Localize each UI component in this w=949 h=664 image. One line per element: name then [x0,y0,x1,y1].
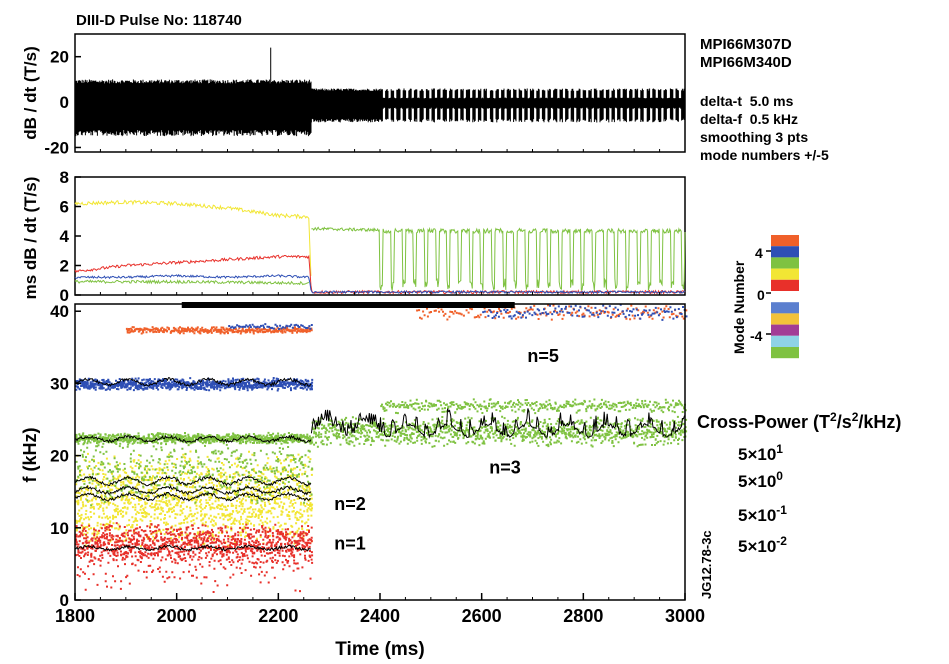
cross-power-title: Cross-Power (T2/s2/kHz) [697,410,901,432]
cross-power-level-2: 5×100 [738,469,783,491]
amplitude-y-label: ms dB / dt (T/s) [21,177,40,300]
spectrogram-n3-chirps [380,398,687,415]
spectrogram-x-tick-label: 2400 [360,606,400,626]
colorbar-swatch [771,324,799,336]
pulse-number-label: DIII-D Pulse No: 118740 [76,12,242,29]
colorbar-swatch [771,257,799,269]
mode-label-n3: n=3 [489,458,521,478]
mode-number-colorbar: Mode Number 4 0 -4 [731,235,799,359]
amplitude-series-green-low [74,279,310,286]
spectrogram-y-label: f (kHz) [20,428,40,483]
spectrogram-x-tick-label: 2800 [563,606,603,626]
signal-trace-group [74,47,686,137]
cross-power-level-4: 5×10-2 [738,534,787,556]
spectrogram-x-tick-label: 3000 [665,606,705,626]
spectrogram-n3-scatter [75,434,314,507]
mode-label-n1: n=1 [334,533,366,553]
figure-id-label: JG12.78-3c [699,530,714,599]
cross-power-level-1: 5×101 [738,442,783,464]
colorbar-swatch [771,246,799,258]
spectrogram-n2-ridge-a [74,484,312,496]
probe-2-label: MPI66M340D [700,54,792,71]
signal-y-tick-label: -20 [44,138,69,157]
colorbar-swatch [771,279,799,291]
spectrogram-n3-ridge [74,434,312,444]
signal-trace-segment-2 [310,88,380,123]
spectrogram-x-tick-label: 2200 [258,606,298,626]
spectrogram-x-tick-label: 1800 [55,606,95,626]
amplitude-panel: 0 2 4 6 8 ms dB / dt (T/s) [21,168,686,305]
cross-power-level-3: 5×10-1 [738,503,787,525]
colorbar-title: Mode Number [731,260,747,354]
spectrogram-n1-cloud [75,523,314,565]
param-delta-t: delta-t 5.0 ms [700,93,794,109]
colorbar-swatch [771,313,799,325]
colorbar-swatch [771,347,799,359]
amplitude-y-tick-label: 6 [60,198,69,217]
spectrogram-y-tick-label: 0 [60,591,69,610]
amplitude-y-tick-label: 0 [60,286,69,305]
amplitude-y-axis: 0 2 4 6 8 [60,168,81,305]
spectrogram-y-tick-label: 30 [50,374,69,393]
amplitude-y-tick-label: 2 [60,257,69,276]
param-smoothing: smoothing 3 pts [700,129,808,145]
colorbar-swatch [771,302,799,314]
spectrogram-n3-band [75,431,314,445]
spectrogram-n4-ridge [74,376,312,388]
spectrogram-y-tick-label: 10 [50,519,69,538]
colorbar-tick-minus4: -4 [750,328,763,344]
spectrogram-n1-scatter [75,522,313,593]
spectrogram-n2-ridge-c [74,475,312,487]
spectrogram-panel-frame [74,303,686,601]
signal-panel: 20 0 -20 dB / dt (T/s) [21,33,686,157]
spectrogram-n2-cloud [75,450,314,551]
mode-label-n2: n=2 [334,494,366,514]
colorbar-swatch [771,268,799,280]
signal-y-axis: 20 0 -20 [44,48,81,157]
amplitude-series-yellow [74,199,312,276]
signal-trace-segment-3 [379,88,686,123]
spectrogram-x-tick-label: 2600 [462,606,502,626]
amplitude-y-tick-label: 8 [60,168,69,187]
colorbar-tick-0: 0 [757,287,765,303]
amplitude-trace-group [74,199,686,295]
probe-1-label: MPI66M307D [700,36,792,53]
spectrogram-n3-post-ridge [310,408,685,439]
spectrogram-n2-ridge-b [74,491,312,502]
mode-label-n5: n=5 [527,346,559,366]
spectrogram-n1-ridge [74,544,311,552]
colorbar-swatch [771,291,799,303]
spectrogram-x-label: Time (ms) [335,639,424,660]
signal-y-label: dB / dt (T/s) [21,46,40,139]
signal-trace-segment-1 [74,79,312,137]
spectrogram-y-tick-label: 20 [50,447,69,466]
amplitude-y-tick-label: 4 [60,227,70,246]
reference-time-bar [181,302,515,308]
spectrogram-points-group: n=1 n=2 n=3 n=5 [74,303,688,593]
cross-power-legend: Cross-Power (T2/s2/kHz) 5×101 5×100 5×10… [697,410,901,556]
colorbar-swatch [771,235,799,247]
signal-y-tick-label: 0 [60,93,69,112]
signal-y-tick-label: 20 [50,48,69,67]
spectrogram-y-tick-label: 40 [50,302,69,321]
spectrogram-n4-post-scatter [482,303,688,321]
spectrogram-x-tick-label: 2000 [157,606,197,626]
param-mode-numbers: mode numbers +/-5 [700,147,829,163]
colorbar-swatch [771,335,799,347]
colorbar-tick-4: 4 [755,245,763,261]
spectrogram-n4-high-scatter [228,323,313,330]
colorbar-swatches [766,235,799,359]
spectrogram-n3-post-band [311,415,688,448]
amplitude-series-green [311,226,686,291]
param-delta-f: delta-f 0.5 kHz [700,111,798,127]
spectrogram-n5-band [125,325,313,335]
